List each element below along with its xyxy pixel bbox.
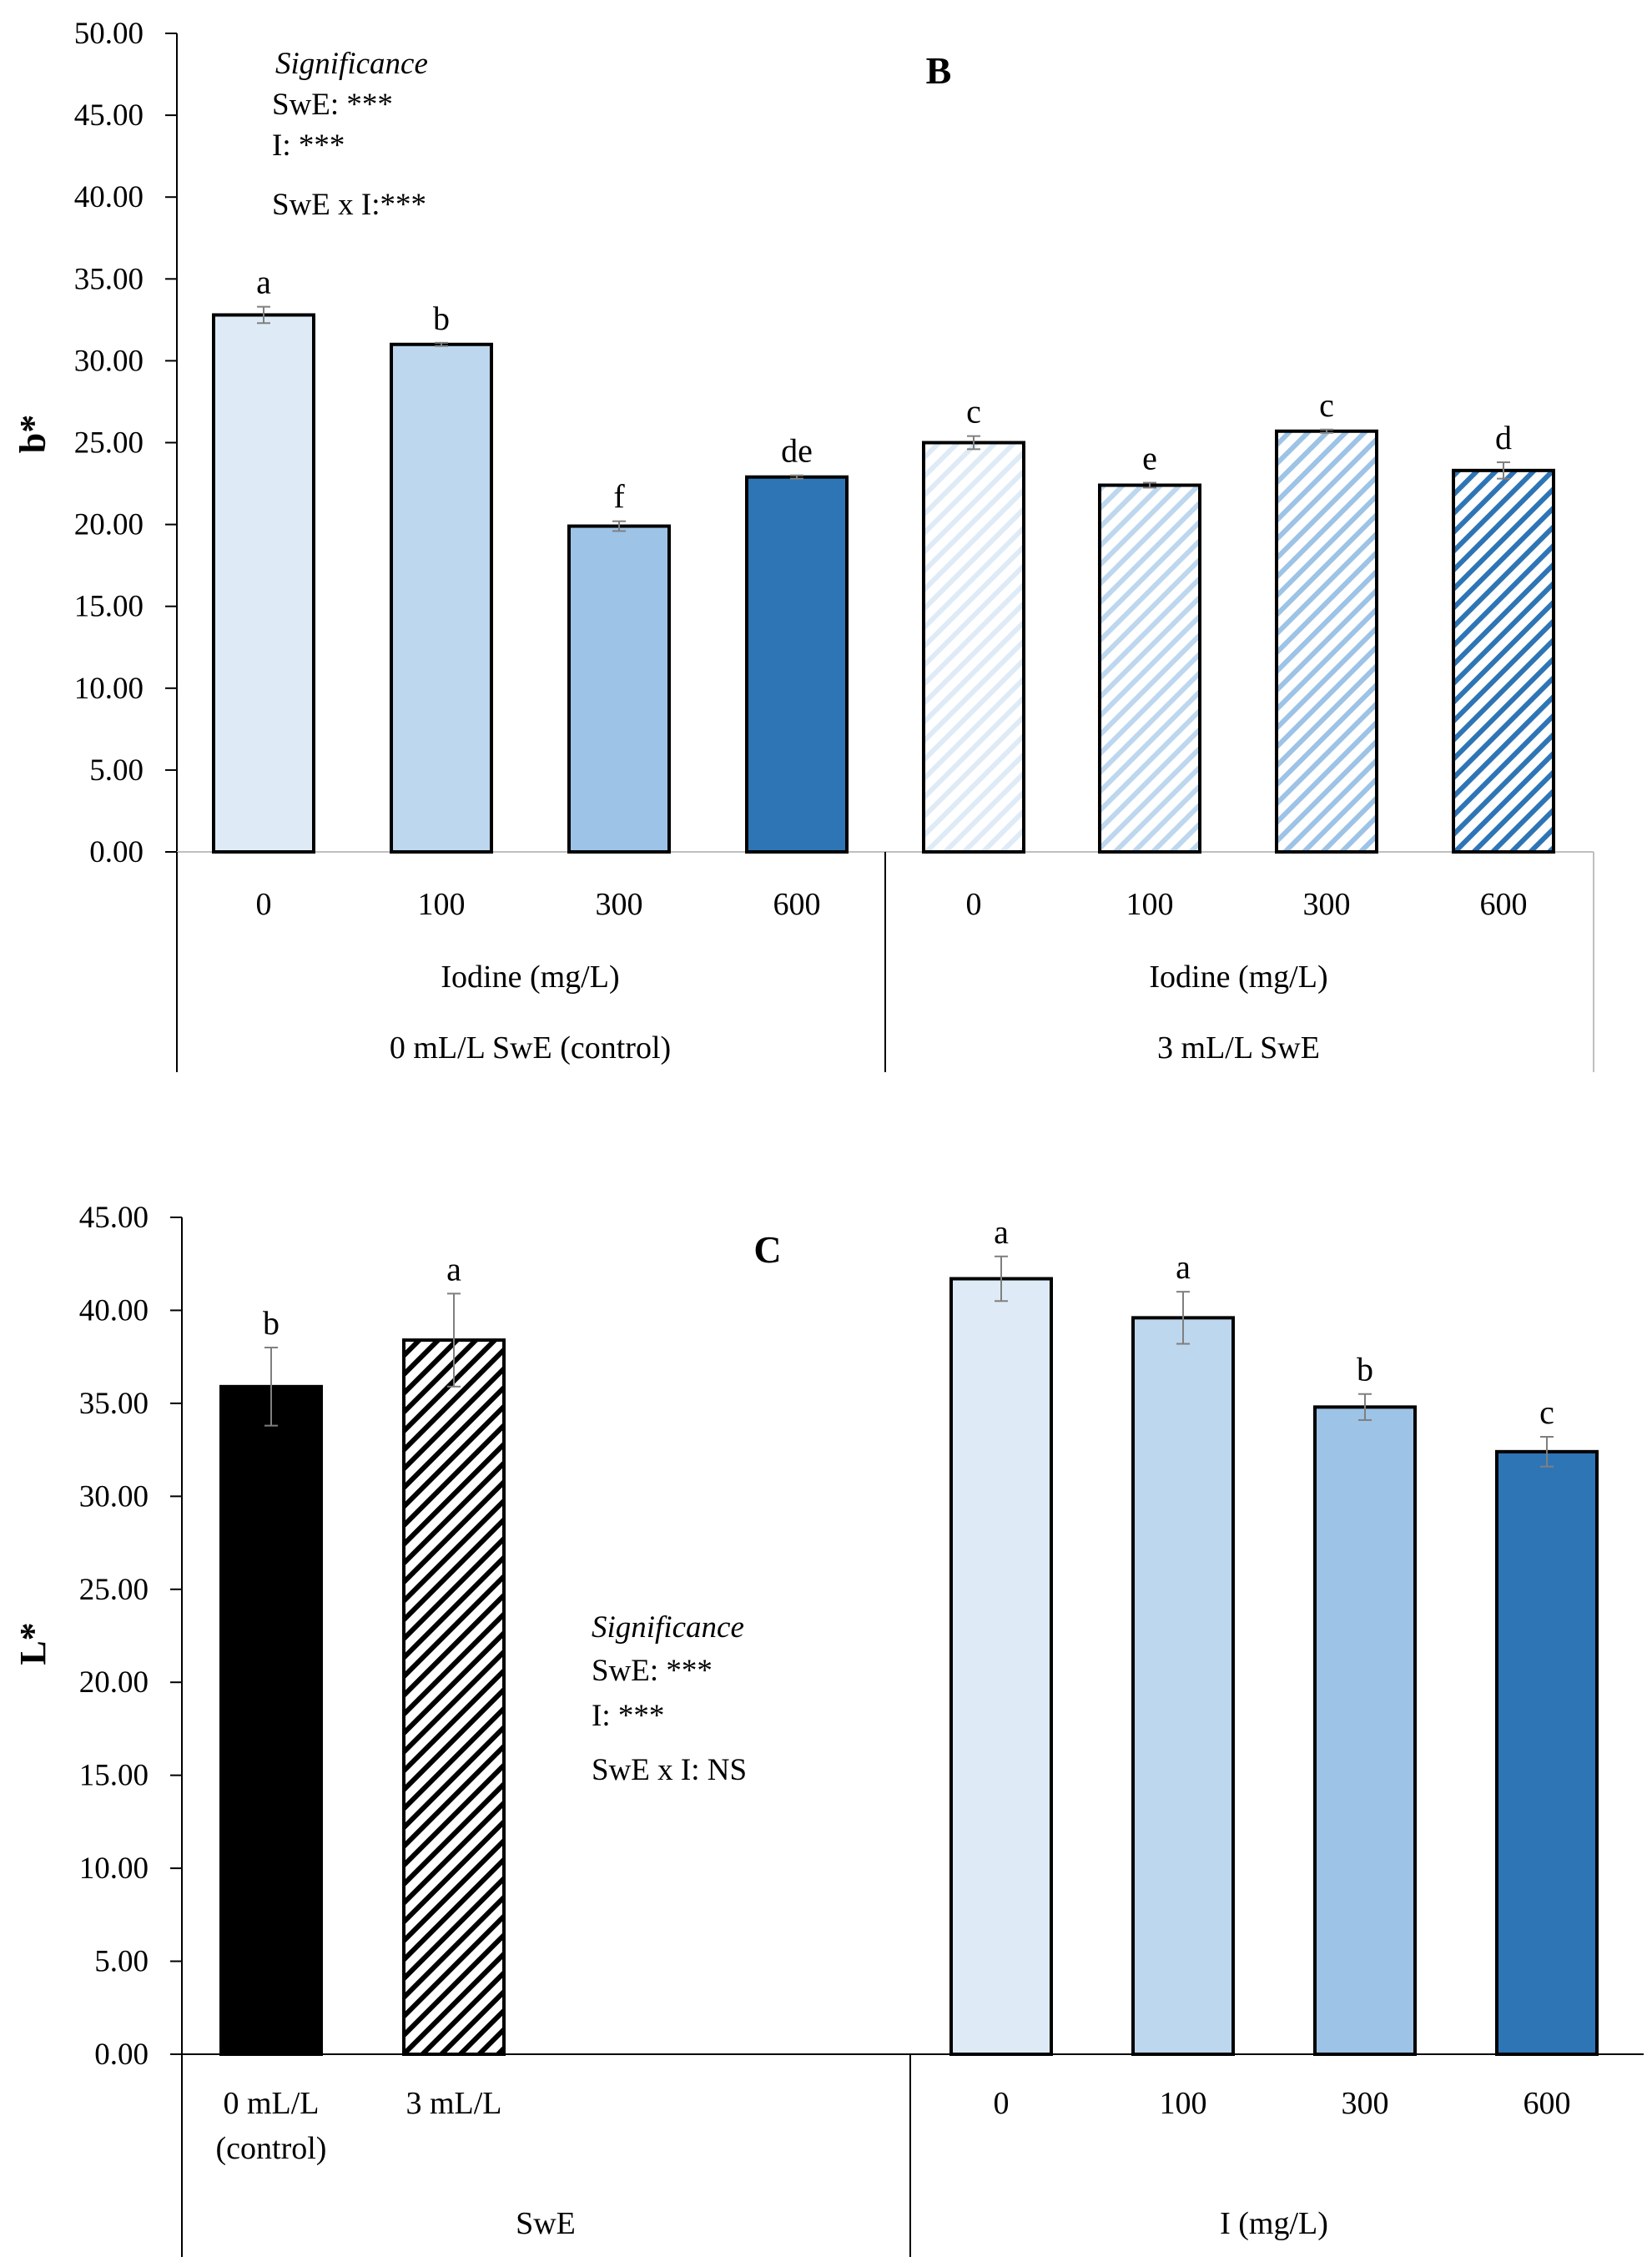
y-tick-label: 40.00 <box>79 1293 149 1327</box>
panel-c-significance-line: SwE x I: NS <box>592 1753 747 1787</box>
significance-letter: c <box>1319 386 1334 424</box>
bar <box>745 475 849 854</box>
panel-b-chart: B b* Significance SwE: *** I: *** SwE x … <box>13 17 1594 1072</box>
bar <box>1131 1316 1235 2056</box>
bar <box>567 524 671 854</box>
significance-letter: c <box>966 393 981 431</box>
significance-letter: f <box>613 478 625 516</box>
significance-letter: a <box>446 1250 461 1287</box>
y-tick-label: 10.00 <box>74 672 144 706</box>
bar <box>1313 1405 1417 2056</box>
x-category-label: 0 <box>994 2086 1010 2121</box>
y-tick-label: 0.00 <box>94 2038 149 2072</box>
bar <box>1098 483 1201 854</box>
panel-c-significance-line: SwE: *** <box>592 1654 713 1688</box>
bar <box>1275 429 1378 854</box>
y-tick-label: 0.00 <box>89 835 144 869</box>
y-tick-label: 45.00 <box>79 1201 149 1235</box>
panel-b-significance-line: SwE x I:*** <box>272 188 426 222</box>
x-category-label: 0 <box>966 887 982 922</box>
bar <box>922 441 1025 854</box>
significance-letter: a <box>1176 1248 1191 1286</box>
panel-b-significance-title: Significance <box>275 47 428 81</box>
significance-letter: b <box>1357 1351 1373 1388</box>
significance-letter: b <box>263 1304 280 1342</box>
bar <box>212 313 315 854</box>
y-tick-label: 15.00 <box>79 1759 149 1793</box>
bar <box>402 1338 506 2056</box>
y-tick-label: 15.00 <box>74 590 144 624</box>
x-category-label: 600 <box>1524 2086 1571 2121</box>
group-label: 0 mL/L SwE (control) <box>390 1030 671 1066</box>
x-category-label: 100 <box>1126 887 1174 922</box>
panel-b-bars: a b f de c e c d <box>212 264 1555 854</box>
y-tick-label: 20.00 <box>74 508 144 542</box>
bar <box>1495 1449 1599 2056</box>
significance-letter: de <box>781 432 813 470</box>
panel-c-significance-note: Significance SwE: *** I: *** SwE x I: NS <box>592 1610 747 1787</box>
x-category-label: 3 mL/L <box>405 2086 501 2121</box>
y-tick-label: 35.00 <box>74 262 144 296</box>
bar <box>219 1384 323 2056</box>
y-tick-label: 45.00 <box>74 98 144 133</box>
panel-c-y-axis-label: L* <box>13 1622 53 1665</box>
significance-letter: a <box>994 1213 1009 1251</box>
x-category-label: 300 <box>1303 887 1351 922</box>
panel-c-axes: 0.00 5.00 10.00 15.00 20.00 25.00 30.00 35.00 40… <box>79 1201 1644 2257</box>
panel-c-chart: C L* Significance SwE: *** I: *** SwE x … <box>13 1201 1644 2257</box>
y-tick-label: 5.00 <box>89 753 144 788</box>
panel-b-axes: 0.00 5.00 10.00 15.00 20.00 25.00 30.00 35.00 40… <box>74 17 1594 1072</box>
x-category-label: (control) <box>216 2131 327 2166</box>
bar <box>1452 468 1555 854</box>
y-tick-label: 30.00 <box>79 1479 149 1514</box>
bar <box>390 342 493 854</box>
y-tick-label: 40.00 <box>74 180 144 214</box>
panel-c-bars: b a a a b c <box>219 1213 1599 2056</box>
panel-b-significance-note: Significance SwE: *** I: *** SwE x I:*** <box>272 47 428 222</box>
y-tick-label: 20.00 <box>79 1665 149 1700</box>
panel-c-x-labels: 0 mL/L (control) 3 mL/L SwE 0 100 300 600 I (mg/… <box>216 2086 1571 2241</box>
x-axis-title: Iodine (mg/L) <box>1149 960 1327 995</box>
x-axis-title: Iodine (mg/L) <box>441 960 619 995</box>
y-tick-label: 50.00 <box>74 17 144 51</box>
y-tick-label: 25.00 <box>79 1573 149 1607</box>
panel-c-significance-title: Significance <box>592 1610 744 1645</box>
x-category-label: 100 <box>1160 2086 1207 2121</box>
y-tick-label: 5.00 <box>94 1945 149 1979</box>
bar <box>949 1277 1053 2056</box>
panel-b-letter: B <box>926 49 952 92</box>
panel-b-significance-line: SwE: *** <box>272 88 393 122</box>
significance-letter: c <box>1539 1393 1554 1431</box>
y-tick-label: 10.00 <box>79 1851 149 1886</box>
significance-letter: d <box>1495 419 1512 456</box>
panel-b-y-axis-label: b* <box>13 415 53 453</box>
x-category-label: 100 <box>418 887 466 922</box>
panel-c-significance-line: I: *** <box>592 1699 664 1733</box>
group-label: SwE <box>516 2206 576 2241</box>
significance-letter: a <box>256 264 271 301</box>
x-category-label: 0 <box>256 887 272 922</box>
y-tick-label: 35.00 <box>79 1387 149 1421</box>
x-category-label: 300 <box>596 887 643 922</box>
x-category-label: 0 mL/L <box>223 2086 319 2121</box>
significance-letter: b <box>433 300 450 337</box>
panel-b-x-labels: 0 100 300 600 Iodine (mg/L) 0 mL/L SwE (contr… <box>256 887 1528 1066</box>
y-tick-label: 30.00 <box>74 344 144 378</box>
x-category-label: 600 <box>773 887 821 922</box>
group-label: I (mg/L) <box>1220 2206 1328 2241</box>
x-category-label: 300 <box>1342 2086 1389 2121</box>
significance-letter: e <box>1142 440 1157 477</box>
panel-c-letter: C <box>753 1228 781 1271</box>
group-label: 3 mL/L SwE <box>1157 1030 1320 1066</box>
x-category-label: 600 <box>1480 887 1528 922</box>
y-tick-label: 25.00 <box>74 426 144 461</box>
panel-b-significance-line: I: *** <box>272 128 345 163</box>
